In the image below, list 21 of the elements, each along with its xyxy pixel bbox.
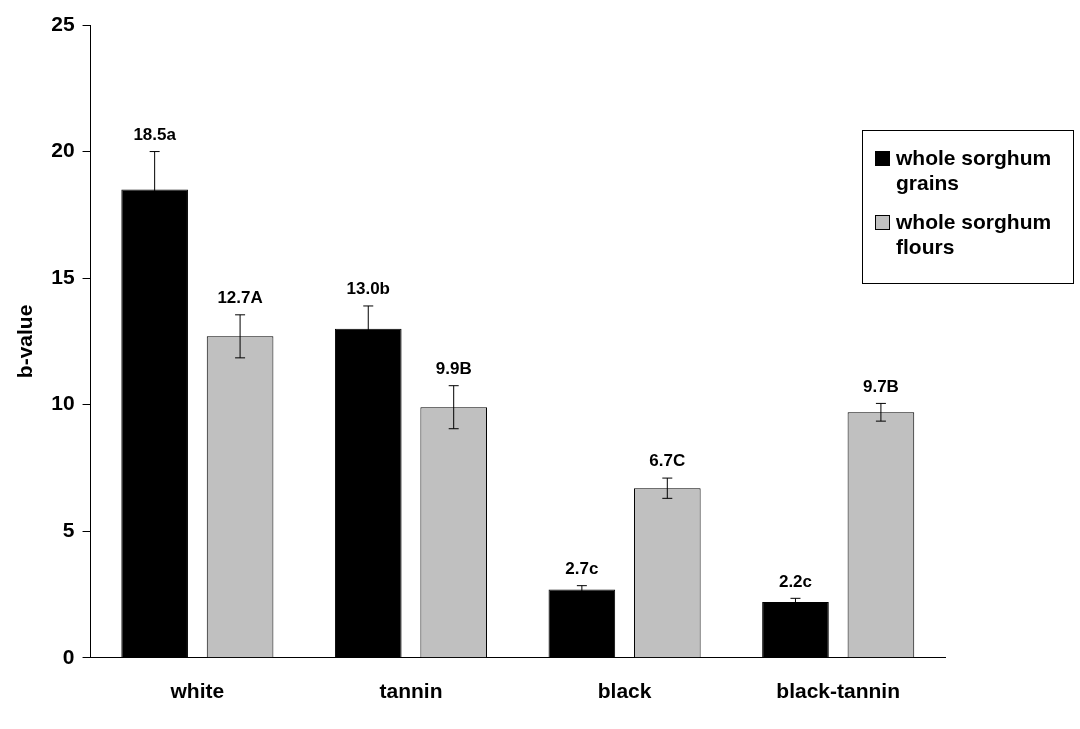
data-label: 12.7A — [217, 288, 263, 308]
x-tick-label: black — [597, 679, 652, 703]
y-tick-label: 5 — [62, 518, 75, 542]
data-label: 2.7c — [565, 558, 599, 578]
y-tick-label: 10 — [51, 391, 75, 415]
data-label: 2.2c — [778, 571, 813, 591]
data-label: 18.5a — [133, 124, 177, 144]
y-axis-title: b-value — [13, 304, 37, 379]
data-label: 6.7C — [649, 451, 686, 471]
legend-label: whole sorghum flours — [896, 209, 1053, 259]
y-tick-label: 25 — [51, 11, 75, 35]
x-tick-label: black-tannin — [776, 679, 901, 703]
x-tick-label: tannin — [379, 679, 443, 703]
x-tick-label: white — [169, 679, 225, 703]
y-tick-label: 0 — [62, 644, 75, 668]
y-tick-label: 20 — [51, 138, 75, 162]
y-tick-label: 15 — [51, 264, 75, 288]
legend-label: whole sorghum grains — [896, 145, 1053, 195]
data-label: 9.7B — [862, 376, 899, 396]
data-label: 13.0b — [346, 279, 390, 299]
data-label: 9.9B — [435, 358, 472, 378]
